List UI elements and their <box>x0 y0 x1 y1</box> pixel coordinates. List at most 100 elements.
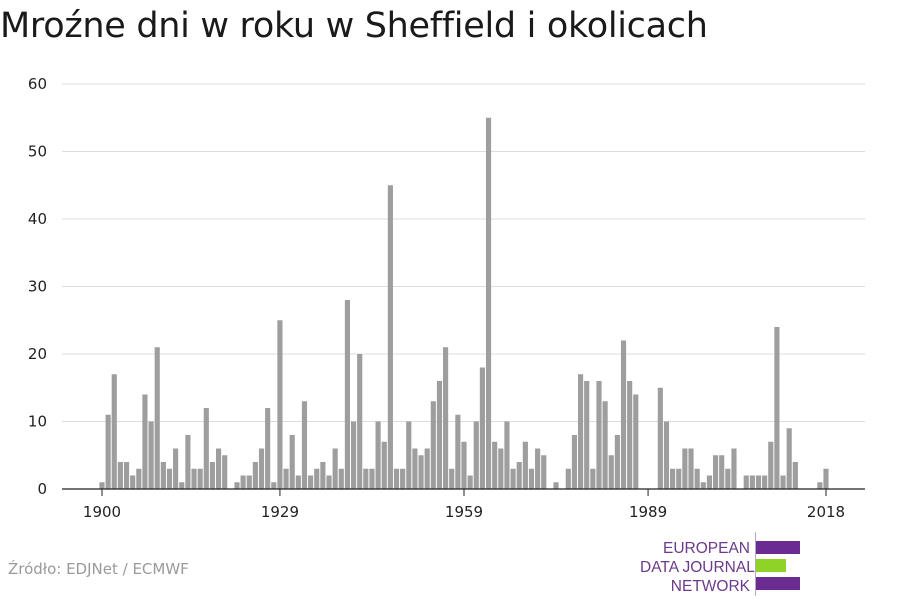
y-axis-tick-labels: 0 10 20 30 40 50 60 <box>28 75 47 498</box>
y-tick-label: 30 <box>28 278 47 296</box>
bar-1957 <box>449 468 455 489</box>
bar-2010 <box>774 327 780 489</box>
bar-1979 <box>584 381 590 489</box>
bar-1902 <box>111 374 117 489</box>
bar-1912 <box>173 448 179 489</box>
bar-1943 <box>363 468 369 489</box>
y-tick-label: 0 <box>37 480 47 498</box>
bar-1945 <box>375 421 381 489</box>
bar-1932 <box>295 475 301 489</box>
bar-1939 <box>338 468 344 489</box>
bar-1997 <box>694 468 700 489</box>
bar-1963 <box>485 117 492 489</box>
bar-1961 <box>473 421 479 489</box>
logo-bar-green <box>756 559 786 572</box>
y-tick-label: 20 <box>28 345 47 363</box>
bar-1993 <box>670 468 676 489</box>
bar-1956 <box>443 347 449 489</box>
x-tick-label: 1959 <box>445 503 483 521</box>
bar-1917 <box>203 408 209 489</box>
bar-2013 <box>792 462 798 489</box>
bar-1936 <box>320 462 326 489</box>
bar-1901 <box>105 414 111 489</box>
bar-1952 <box>418 455 424 489</box>
bar-1966 <box>504 421 510 489</box>
bar-1934 <box>308 475 314 489</box>
bar-1976 <box>565 468 571 489</box>
bar-1946 <box>381 441 387 489</box>
bar-1904 <box>123 462 130 489</box>
bar-1920 <box>222 455 228 489</box>
bar-2018 <box>823 468 829 489</box>
y-tick-label: 40 <box>28 210 47 228</box>
bar-1911 <box>166 468 173 489</box>
bar-1969 <box>522 441 528 489</box>
edjnet-logo: EUROPEAN DATA JOURNALISM NETWORK <box>640 532 900 596</box>
logo-line-1: EUROPEAN <box>663 540 750 557</box>
bar-2003 <box>731 448 737 489</box>
bar-1983 <box>608 455 614 489</box>
bar-1935 <box>314 468 320 489</box>
source-note: Źródło: EDJNet / ECMWF <box>8 560 189 578</box>
bar-1985 <box>620 340 627 489</box>
bar-2000 <box>712 455 719 489</box>
bar-1922 <box>234 482 240 489</box>
bar-1972 <box>541 455 547 489</box>
bar-2001 <box>719 455 725 489</box>
bar-1971 <box>535 448 541 489</box>
x-tick-label: 2018 <box>807 503 845 521</box>
y-tick-label: 50 <box>28 143 47 161</box>
bar-1981 <box>596 381 602 489</box>
bar-1984 <box>614 435 620 489</box>
bar-1978 <box>578 374 584 489</box>
bar-1919 <box>216 448 222 489</box>
bar-1950 <box>406 421 412 489</box>
bar-1900 <box>99 482 105 489</box>
x-tick-label: 1929 <box>261 503 299 521</box>
bar-1982 <box>602 401 608 489</box>
bar-1964 <box>492 441 498 489</box>
bar-1967 <box>510 468 516 489</box>
bar-1949 <box>400 468 406 489</box>
bar-1987 <box>633 394 639 489</box>
bar-1991 <box>657 387 663 489</box>
bar-1923 <box>240 475 246 489</box>
x-tick-label: 1900 <box>83 503 121 521</box>
bar-1906 <box>136 468 142 489</box>
bar-1953 <box>424 448 430 489</box>
bar-1931 <box>289 435 295 489</box>
logo-divider <box>755 532 756 596</box>
bar-1925 <box>252 462 258 489</box>
y-tick-label: 60 <box>28 75 47 93</box>
chart-title: Mroźne dni w roku w Sheffield i okolicac… <box>0 6 708 46</box>
bar-1907 <box>142 394 148 489</box>
logo-line-2: DATA JOURNALISM <box>640 559 783 576</box>
bar-1954 <box>430 401 436 489</box>
bar-1944 <box>369 468 375 489</box>
bar-1929 <box>277 320 283 489</box>
bar-1916 <box>197 468 203 489</box>
bar-1951 <box>412 448 418 489</box>
bar-1926 <box>258 448 265 489</box>
bar-1937 <box>326 475 332 489</box>
bar-1941 <box>350 421 357 489</box>
bar-1968 <box>516 462 522 489</box>
bar-1914 <box>185 435 191 489</box>
bar-1918 <box>209 462 216 489</box>
bar-1910 <box>160 462 166 489</box>
bar-1940 <box>344 300 350 489</box>
bar-1980 <box>590 468 596 489</box>
bar-2009 <box>768 441 774 489</box>
logo-bar-purple-top <box>756 541 800 554</box>
bar-1959 <box>461 441 467 489</box>
logo-line-3: NETWORK <box>670 578 750 595</box>
bar-1933 <box>301 401 308 489</box>
bar-2012 <box>786 428 792 489</box>
bar-1955 <box>436 381 443 489</box>
bar-1977 <box>571 435 578 489</box>
bar-1998 <box>700 482 706 489</box>
gridlines <box>62 83 865 422</box>
bar-2006 <box>749 475 755 489</box>
bar-1942 <box>357 354 363 489</box>
bar-1999 <box>706 475 712 489</box>
